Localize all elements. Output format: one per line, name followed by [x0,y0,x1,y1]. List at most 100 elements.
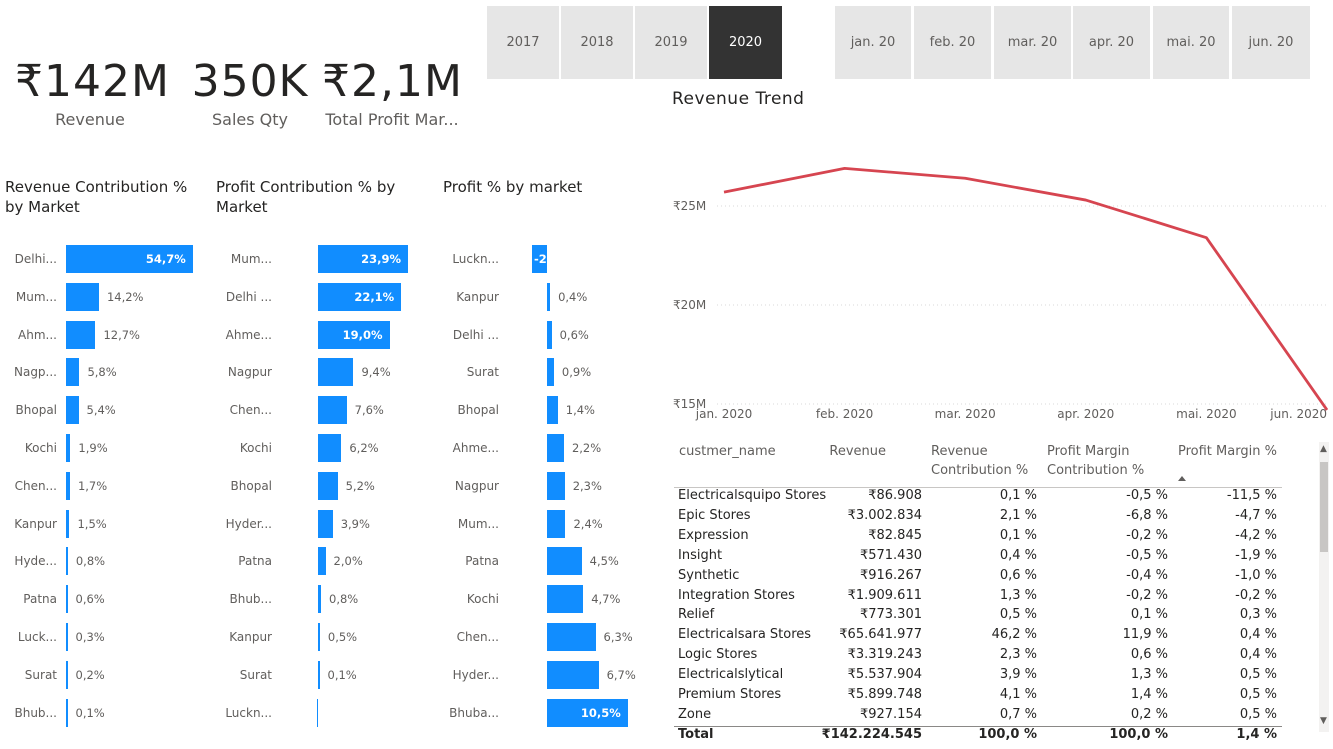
month-button-feb[interactable]: feb. 20 [914,6,991,79]
table-row[interactable]: Expression ₹82.845 0,1 % -0,2 % -4,2 % [674,528,1282,548]
total-revenue-contribution: 100,0 % [978,727,1037,742]
year-button-2018[interactable]: 2018 [561,6,633,79]
header-revenue[interactable]: Revenue [829,444,886,459]
scrollbar-thumb[interactable] [1320,462,1328,552]
bar[interactable] [547,434,564,462]
table-cell: -4,7 % [1235,507,1277,523]
bar[interactable] [547,547,582,576]
bar[interactable] [66,396,79,425]
month-button-mar[interactable]: mar. 20 [994,6,1071,79]
bar[interactable] [66,509,70,538]
table-row[interactable]: Logic Stores ₹3.319.243 2,3 % 0,6 % 0,4 % [674,647,1282,667]
bar-data-label: 0,6% [559,327,589,342]
bar[interactable] [547,358,554,387]
total-profit-margin-contribution: 100,0 % [1109,727,1168,742]
header-customer-name[interactable]: custmer_name [679,444,776,459]
bar[interactable] [318,660,320,689]
bar[interactable] [66,282,99,311]
bar[interactable] [66,320,96,349]
table-row[interactable]: Insight ₹571.430 0,4 % -0,5 % -1,9 % [674,548,1282,568]
bar[interactable] [318,547,326,576]
table-cell: 0,4 % [1239,647,1277,663]
table-cell: -0,2 % [1126,527,1168,543]
bar[interactable] [318,282,402,311]
year-button-2020[interactable]: 2020 [709,6,782,79]
table-cell: 2,1 % [999,507,1037,523]
bar-category-label: Chen... [456,630,499,644]
table-row[interactable]: Electricalsara Stores ₹65.641.977 46,2 % 11… [674,627,1282,647]
bar-category-label: Bhopal [230,478,272,493]
bar[interactable] [547,660,599,689]
bar[interactable] [316,698,318,727]
kpi-profit-label: Total Profit Mar... [325,110,459,129]
bar[interactable] [318,585,322,614]
bar[interactable] [318,434,342,462]
bar[interactable] [531,245,547,273]
bar-data-label: 4,7% [591,592,621,607]
bar-category-label: Luckn... [452,252,499,266]
table-row[interactable]: Electricalslytical ₹5.537.904 3,9 % 1,3 % 0,… [674,667,1282,687]
bar[interactable] [318,396,347,425]
table-row[interactable]: Electricalsquipo Stores ₹86.908 0,1 % -0,5 … [674,488,1282,508]
bar[interactable] [66,471,70,500]
year-button-2017[interactable]: 2017 [487,6,559,79]
bar-data-label: 2,2% [571,441,602,455]
bar-data-label: 1,5% [77,516,107,531]
table-row[interactable]: Relief ₹773.301 0,5 % 0,1 % 0,3 % [674,607,1282,627]
table-cell: ₹86.908 [868,488,922,503]
table-cell: 46,2 % [991,627,1037,643]
bar[interactable] [66,585,68,614]
header-revenue-contribution[interactable]: Revenue Contribution % [931,444,1029,478]
bar[interactable] [66,547,68,576]
bar[interactable] [547,320,552,349]
scroll-up-icon[interactable]: ▲ [1320,444,1327,454]
table-cell: 1,4 % [1130,687,1168,702]
bar-data-label: 5,8% [87,365,117,380]
bar-category-label: Luckn... [225,705,272,720]
bar[interactable] [66,358,80,387]
header-profit-margin[interactable]: Profit Margin % [1178,444,1277,459]
bar[interactable] [318,245,409,273]
table-scrollbar[interactable] [1319,442,1329,732]
header-divider [674,487,1282,488]
bar[interactable] [547,509,566,538]
bar[interactable] [318,623,320,651]
bar-data-label: 2,3% [572,478,602,493]
bar-category-label: Bhopal [15,403,57,418]
table-row[interactable]: Zone ₹927.154 0,7 % 0,2 % 0,5 % [674,707,1282,727]
bar[interactable] [66,623,68,651]
table-row[interactable]: Epic Stores ₹3.002.834 2,1 % -6,8 % -4,7 % [674,508,1282,528]
table-cell: Logic Stores [678,647,758,663]
bar-data-label: 0,8% [75,554,106,569]
table-row[interactable]: Integration Stores ₹1.909.611 1,3 % -0,2 % -… [674,588,1282,608]
bar[interactable] [547,396,558,425]
scroll-down-icon[interactable]: ▼ [1320,716,1327,726]
bar[interactable] [547,471,565,500]
month-button-jun[interactable]: jun. 20 [1232,6,1310,79]
bar[interactable] [66,434,71,462]
table-cell: 0,1 % [1130,607,1168,623]
month-button-mai[interactable]: mai. 20 [1153,6,1229,79]
table-row[interactable]: Premium Stores ₹5.899.748 4,1 % 1,4 % 0,5 % [674,687,1282,707]
bar[interactable] [318,471,338,500]
bar-data-label: 12,7% [103,327,140,342]
year-button-2019[interactable]: 2019 [635,6,707,79]
bar[interactable] [547,282,551,311]
bar[interactable] [318,358,354,387]
bar-data-label: 0,9% [561,365,592,380]
bar[interactable] [66,698,68,727]
header-profit-margin-contribution[interactable]: Profit Margin Contribution % [1047,444,1145,478]
bar[interactable] [66,245,193,273]
bar[interactable] [547,698,628,727]
month-button-apr[interactable]: apr. 20 [1073,6,1150,79]
table-row[interactable]: Synthetic ₹916.267 0,6 % -0,4 % -1,0 % [674,568,1282,588]
bar[interactable] [547,623,596,651]
bar[interactable] [318,320,390,349]
bar[interactable] [318,509,333,538]
table-cell: Electricalsara Stores [678,627,812,643]
bar-category-label: Hyde... [14,554,57,569]
bar[interactable] [66,660,68,689]
revenue-trend-line[interactable] [723,166,1329,411]
bar[interactable] [547,585,584,614]
month-button-jan[interactable]: jan. 20 [835,6,911,79]
